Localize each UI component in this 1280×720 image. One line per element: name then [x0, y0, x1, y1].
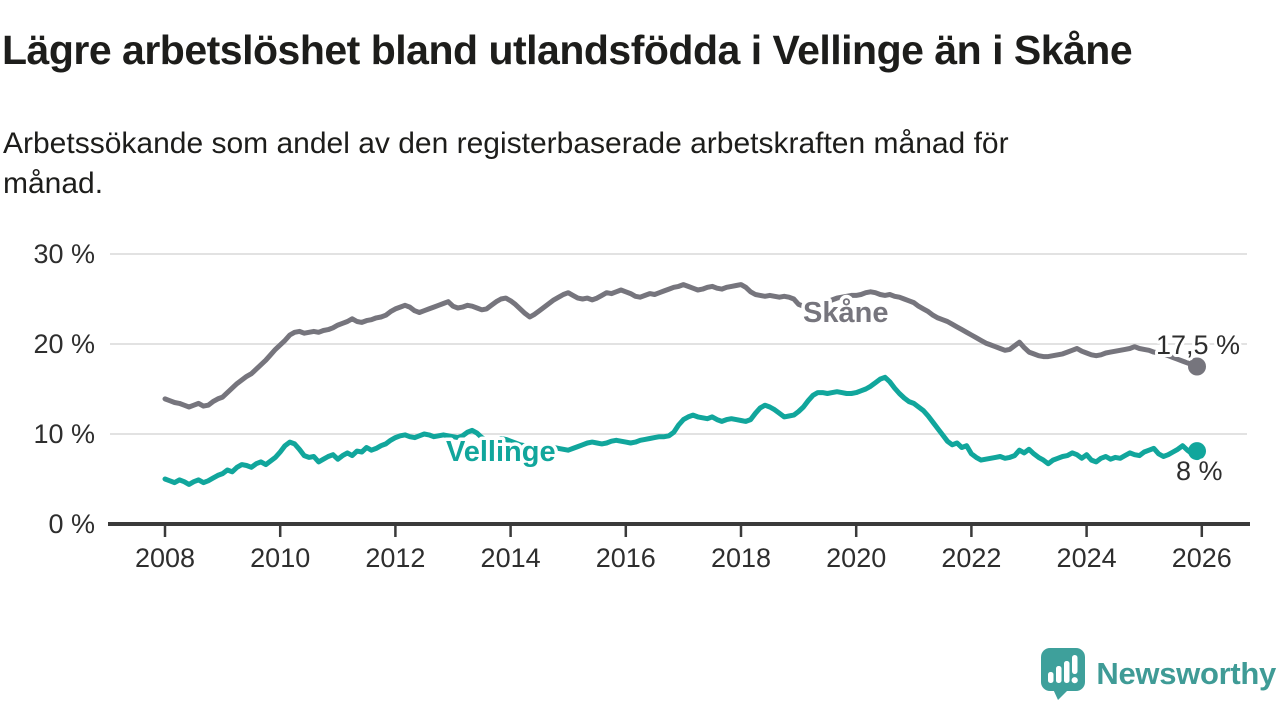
series-line-vellinge	[162, 374, 1200, 487]
series-line-skåne	[162, 282, 1200, 410]
series-end-dot-vellinge	[1188, 442, 1206, 461]
page-title: Lägre arbetslöshet bland utlandsfödda i …	[2, 27, 1133, 73]
series-label-skåne: Skåne	[803, 297, 888, 329]
x-axis-label: 2008	[135, 543, 195, 573]
chart-subtitle-line2: månad.	[3, 167, 104, 200]
y-axis-label: 30 %	[33, 239, 95, 269]
chart-subtitle-line1: Arbetssökande som andel av den registerb…	[3, 127, 1009, 160]
newsworthy-speech-bubble-bar-chart-icon	[1041, 648, 1086, 700]
series-label-vellinge: Vellinge	[446, 436, 556, 468]
x-axis-label: 2024	[1057, 543, 1117, 573]
y-axis-label: 20 %	[33, 329, 95, 359]
newsworthy-brand: Newsworthy	[1040, 648, 1276, 700]
series-end-dot-skåne	[1188, 357, 1206, 376]
x-axis-label: 2020	[826, 543, 886, 573]
newsworthy-wordmark: Newsworthy	[1096, 656, 1276, 691]
x-axis-label: 2014	[481, 543, 541, 573]
chart-subtitle: Arbetssökande som andel av den registerb…	[3, 124, 1009, 204]
x-axis-label: 2018	[711, 543, 771, 573]
x-axis-label: 2026	[1172, 543, 1232, 573]
x-axis-label: 2012	[365, 543, 425, 573]
y-axis-label: 10 %	[33, 419, 95, 449]
end-value-label-vellinge: 8 %	[1176, 456, 1223, 486]
x-axis-label: 2016	[596, 543, 656, 573]
y-axis-label: 0 %	[48, 509, 95, 539]
x-axis-label: 2010	[250, 543, 310, 573]
end-value-label-skåne: 17,5 %	[1156, 330, 1240, 360]
x-axis-label: 2022	[941, 543, 1001, 573]
